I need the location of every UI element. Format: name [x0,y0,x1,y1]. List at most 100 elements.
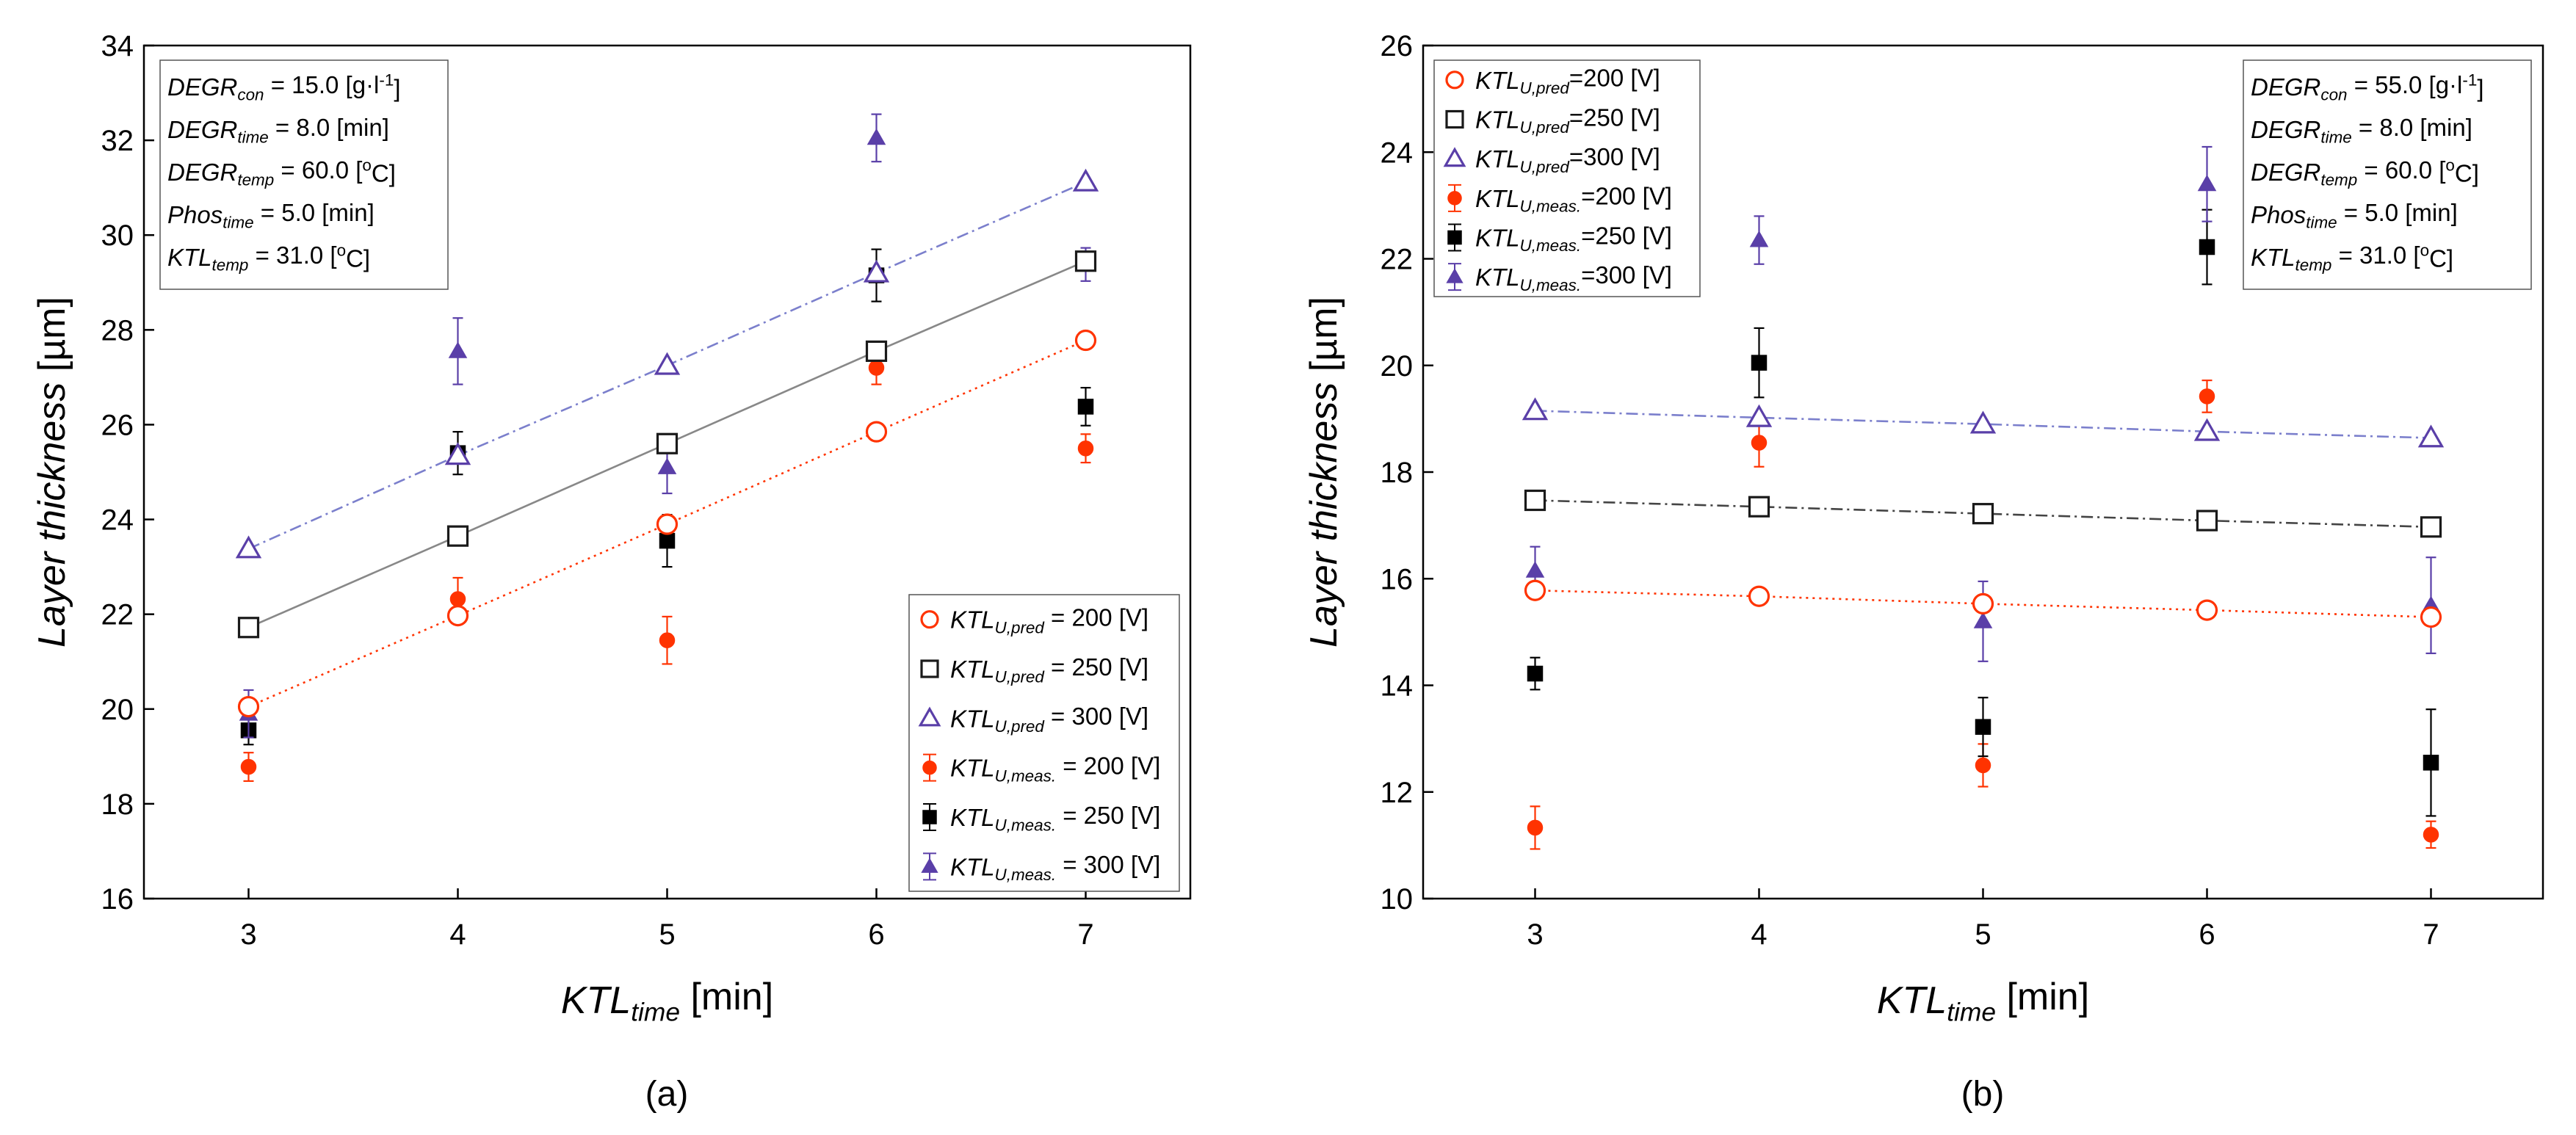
x-tick-label: 3 [240,918,256,951]
legend-marker [922,810,937,824]
info-line: DEGRtime = 8.0 [min] [2251,114,2472,147]
legend-marker [918,706,941,727]
x-tick-label: 6 [2199,918,2215,951]
data-point-pred [2196,510,2218,532]
data-point-meas [449,591,466,607]
y-tick-label: 18 [1381,457,1414,489]
data-point-meas [240,758,257,775]
data-point-pred [1522,397,1549,421]
info-line: DEGRcon = 15.0 [g·l-1] [167,71,401,104]
y-axis-title: Layer thickness [µm] [31,297,73,648]
x-axis-title: KTLtime [min] [1877,976,2089,1027]
y-tick-label: 18 [101,788,134,821]
data-point-meas [1525,561,1545,578]
data-point-meas [659,632,676,648]
data-point-meas [1749,231,1769,247]
legend-entry: KTLU,pred = 250 [V] [950,653,1148,686]
data-point-meas [2199,388,2215,405]
data-point-meas [1077,440,1094,457]
y-tick-label: 34 [101,30,134,62]
legend-entry: KTLU,pred=250 [V] [1475,104,1660,137]
data-point-pred [446,605,469,627]
data-point-meas [1975,757,1991,774]
x-tick-label: 5 [659,918,675,951]
x-tick-label: 7 [1077,918,1093,951]
legend-marker [922,760,937,775]
legend-entry: KTLU,meas. = 200 [V] [950,752,1160,785]
panel-label: (a) [645,1075,689,1114]
y-tick-label: 24 [101,504,134,537]
data-point-pred [863,259,890,283]
info-line: KTLtemp = 31.0 [oC] [167,242,370,275]
legend-marker [1445,70,1464,90]
data-point-pred [2196,599,2218,621]
y-tick-label: 24 [1381,137,1414,169]
data-point-pred [2193,418,2221,441]
legend-marker [921,857,938,873]
y-tick-label: 16 [101,883,134,915]
legend-marker [1443,147,1466,167]
data-point-meas [1077,399,1094,415]
legend-marker [1447,191,1462,206]
legend-marker [1447,230,1462,245]
legend-entry: KTLU,pred = 300 [V] [950,703,1148,736]
y-tick-label: 22 [101,599,134,631]
data-point-pred [2420,606,2442,628]
legend-entry: KTLU,meas.=250 [V] [1475,222,1672,255]
x-tick-label: 5 [1975,918,1991,951]
chart-panel-b: 3 4 5 6 7 10 12 14 16 18 20 22 24 26 KTLtime [min] Laye… [1303,30,2544,1027]
info-line: DEGRcon = 55.0 [g·l-1] [2251,71,2484,104]
info-line: Phostime = 5.0 [min] [2251,199,2458,232]
data-point-meas [1751,435,1768,451]
panel-label: (b) [1961,1075,2005,1114]
y-tick-label: 22 [1381,244,1414,276]
legend-entry: KTLU,meas. = 300 [V] [950,851,1160,884]
x-tick-label: 3 [1527,918,1543,951]
legend-box [908,594,1180,892]
x-tick-label: 4 [1751,918,1767,951]
data-point-pred [1074,250,1097,272]
data-point-meas [1973,612,1993,628]
data-point-pred [1969,410,1997,434]
x-tick-label: 6 [868,918,884,951]
data-point-pred [1745,404,1773,427]
data-point-pred [2420,516,2442,538]
legend-entry: KTLU,meas.=200 [V] [1475,183,1672,216]
y-tick-label: 20 [101,694,134,726]
y-axis-title: Layer thickness [µm] [1303,297,1345,648]
x-axis-title: KTLtime [min] [561,976,773,1027]
data-point-meas [1527,819,1544,836]
y-tick-label: 16 [1381,563,1414,595]
data-point-pred [1748,496,1770,518]
data-point-pred [2417,424,2445,448]
legend-marker [920,610,939,629]
y-tick-label: 26 [101,409,134,441]
legend-entry: KTLU,pred=300 [V] [1475,143,1660,176]
y-tick-label: 28 [101,314,134,347]
data-point-meas [659,532,676,549]
legend-entry: KTLU,pred=200 [V] [1475,65,1660,98]
y-tick-label: 30 [101,220,134,252]
data-point-meas [2423,827,2439,843]
y-tick-label: 20 [1381,350,1414,382]
data-point-meas [1527,665,1544,682]
data-point-pred [865,340,888,362]
legend-entry: KTLU,meas.=300 [V] [1475,261,1672,294]
data-point-meas [448,341,468,358]
data-point-meas [657,457,677,474]
y-tick-label: 14 [1381,670,1414,703]
data-point-pred [235,535,262,559]
data-point-meas [2423,755,2439,771]
data-point-meas [2197,174,2217,192]
y-tick-label: 10 [1381,883,1414,915]
legend-entry: KTLU,pred = 200 [V] [950,603,1148,637]
legend-entry: KTLU,meas. = 250 [V] [950,802,1160,835]
data-point-pred [444,442,471,465]
data-point-meas [2199,239,2215,255]
y-tick-label: 26 [1381,30,1414,62]
data-point-pred [1072,168,1099,192]
data-point-pred [654,352,681,375]
data-point-pred [1524,489,1546,512]
